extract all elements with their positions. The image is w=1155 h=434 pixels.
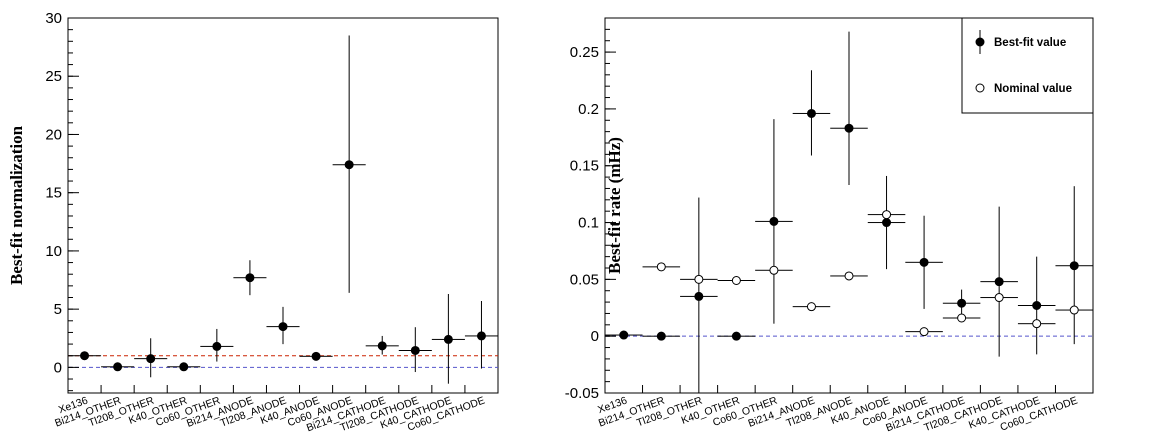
nominal-value-point <box>806 302 816 312</box>
best-fit-point <box>694 291 704 301</box>
y-axis-label: Best-fit rate (mHz) <box>605 137 624 274</box>
best-fit-point <box>212 341 222 351</box>
best-fit-point <box>311 351 321 361</box>
best-fit-point <box>882 218 892 228</box>
best-fit-point <box>844 123 854 133</box>
best-fit-point <box>245 273 255 283</box>
nominal-value-point <box>656 262 666 272</box>
best-fit-point <box>656 331 666 341</box>
best-fit-point <box>731 331 741 341</box>
legend-marker <box>975 83 985 93</box>
best-fit-point <box>1069 261 1079 271</box>
best-fit-point <box>769 216 779 226</box>
nominal-value-point <box>1069 305 1079 315</box>
nominal-value-point <box>694 274 704 284</box>
best-fit-point <box>619 330 629 340</box>
best-fit-point <box>80 351 90 361</box>
nominal-value-point <box>731 276 741 285</box>
y-tick-label: 30 <box>45 10 62 27</box>
y-tick-label: 0.05 <box>570 271 599 288</box>
legend-label: Best-fit value <box>994 37 1066 49</box>
nominal-value-point <box>844 271 854 281</box>
y-tick-label: 25 <box>45 68 62 85</box>
nominal-value-point <box>1032 319 1042 329</box>
best-fit-point <box>377 341 387 351</box>
y-tick-label: 0.1 <box>578 215 599 232</box>
best-fit-point <box>443 334 453 344</box>
best-fit-point <box>113 362 123 372</box>
y-tick-label: 20 <box>45 126 62 143</box>
best-fit-point <box>179 362 189 372</box>
y-tick-label: 5 <box>54 301 62 318</box>
y-tick-label: -0.05 <box>565 385 599 402</box>
y-tick-label: 0.2 <box>578 101 599 118</box>
y-axis-label: Best-fit normalization <box>7 125 26 285</box>
y-tick-label: 15 <box>45 185 62 202</box>
y-tick-label: 0 <box>54 359 62 376</box>
legend-box <box>961 17 1094 114</box>
plot-frame <box>604 17 1094 394</box>
plot-frame <box>67 17 499 394</box>
best-fit-point <box>957 298 967 308</box>
nominal-value-point <box>769 265 779 275</box>
best-fit-point <box>476 331 486 341</box>
best-fit-point <box>994 277 1004 287</box>
best-fit-point <box>410 345 420 355</box>
best-fit-point <box>1032 301 1042 310</box>
legend-label: Nominal value <box>994 83 1072 95</box>
y-tick-label: 10 <box>45 243 62 260</box>
nominal-value-point <box>882 210 892 220</box>
nominal-value-point <box>919 327 929 337</box>
best-fit-point <box>919 257 929 267</box>
best-fit-point <box>146 354 156 364</box>
y-tick-label: 0.25 <box>570 44 599 61</box>
chart-rate: -0.05 0 0.05 0.1 0.15 0.2 0.25 Best-fit rate (m… <box>565 17 1094 434</box>
best-fit-point <box>344 160 354 170</box>
best-fit-point <box>806 108 816 118</box>
nominal-value-point <box>994 293 1004 303</box>
legend-marker <box>975 37 985 47</box>
y-tick-label: 0 <box>591 328 599 345</box>
y-tick-label: 0.15 <box>570 158 599 175</box>
nominal-value-point <box>957 313 967 323</box>
best-fit-point <box>278 322 288 332</box>
